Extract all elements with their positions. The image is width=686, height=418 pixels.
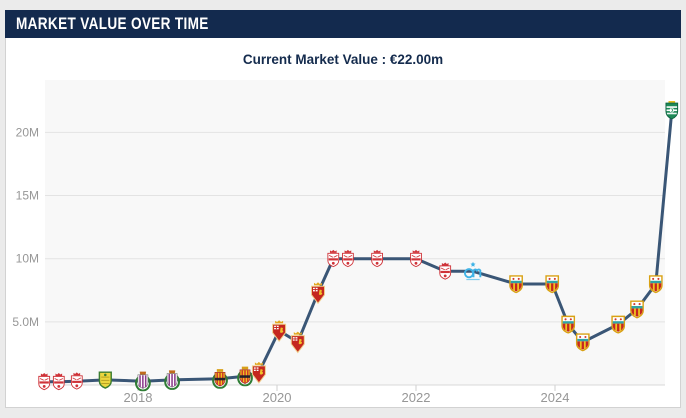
crest-teal-red-stripes-icon[interactable] — [561, 315, 576, 334]
crest-teal-red-stripes-icon[interactable] — [630, 300, 644, 319]
x-axis-label: 2022 — [402, 390, 431, 405]
crest-teal-red-stripes-icon[interactable] — [648, 275, 663, 294]
panel-header: MARKET VALUE OVER TIME — [5, 10, 681, 38]
x-axis-label: 2024 — [541, 390, 570, 405]
y-axis-label: 10M — [16, 252, 39, 266]
plot-area — [45, 80, 665, 385]
panel-title: MARKET VALUE OVER TIME — [16, 14, 209, 33]
y-axis-label: 20M — [16, 125, 39, 139]
crest-green-hoops-icon[interactable] — [665, 100, 679, 120]
crest-teal-red-stripes-icon[interactable] — [509, 275, 523, 294]
crest-senyera-band-icon[interactable] — [211, 368, 229, 389]
current-market-value-text: Current Market Value : €22.00m — [242, 52, 444, 67]
y-axis-label: 15M — [16, 189, 39, 203]
crest-teal-red-stripes-icon[interactable] — [545, 275, 560, 294]
x-axis-label: 2018 — [124, 390, 153, 405]
crest-senyera-band-icon[interactable] — [236, 366, 254, 387]
y-axis-label: 5.0M — [12, 315, 39, 329]
crest-teal-red-stripes-icon[interactable] — [575, 333, 590, 352]
crest-teal-red-stripes-icon[interactable] — [611, 315, 626, 334]
x-axis-label: 2020 — [263, 390, 292, 405]
crest-yellow-green-icon[interactable] — [98, 371, 112, 389]
